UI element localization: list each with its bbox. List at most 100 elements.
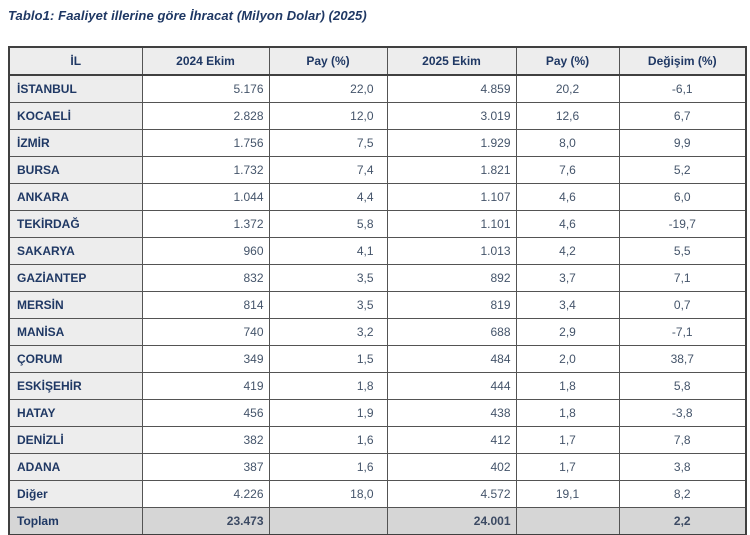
share-2024-cell: 1,6 [268,452,388,481]
province-cell: GAZİANTEP [8,263,143,292]
table-row: MANİSA 740 3,2 688 2,9 -7,1 [8,317,747,346]
value-2025-cell: 4.859 [386,74,517,103]
change-cell: -19,7 [618,209,747,238]
change-cell: 9,9 [618,128,747,157]
table-row: MERSİN 814 3,5 819 3,4 0,7 [8,290,747,319]
export-by-province-table: İL 2024 Ekim Pay (%) 2025 Ekim Pay (%) D… [8,46,747,535]
share-2024-cell: 7,5 [268,128,388,157]
value-2024-cell: 5.176 [141,74,270,103]
change-cell: 38,7 [618,344,747,373]
header-pay-2024: Pay (%) [268,46,388,76]
value-2025-cell: 892 [386,263,517,292]
province-cell: HATAY [8,398,143,427]
value-2024-cell: 23.473 [141,506,270,535]
value-2025-cell: 688 [386,317,517,346]
value-2024-cell: 419 [141,371,270,400]
table-row: Diğer 4.226 18,0 4.572 19,1 8,2 [8,479,747,508]
table-row: ESKİŞEHİR 419 1,8 444 1,8 5,8 [8,371,747,400]
table-row: GAZİANTEP 832 3,5 892 3,7 7,1 [8,263,747,292]
table-row: HATAY 456 1,9 438 1,8 -3,8 [8,398,747,427]
share-2025-cell: 20,2 [515,74,620,103]
province-cell: ÇORUM [8,344,143,373]
value-2025-cell: 1.107 [386,182,517,211]
value-2025-cell: 1.821 [386,155,517,184]
share-2025-cell: 2,9 [515,317,620,346]
province-cell: BURSA [8,155,143,184]
value-2024-cell: 349 [141,344,270,373]
change-cell: 5,8 [618,371,747,400]
share-2025-cell: 2,0 [515,344,620,373]
change-cell: 3,8 [618,452,747,481]
table-row: TEKİRDAĞ 1.372 5,8 1.101 4,6 -19,7 [8,209,747,238]
share-2024-cell: 1,5 [268,344,388,373]
share-2024-cell: 1,9 [268,398,388,427]
change-cell: 2,2 [618,506,747,535]
table-row: ADANA 387 1,6 402 1,7 3,8 [8,452,747,481]
share-2024-cell: 5,8 [268,209,388,238]
share-2024-cell: 1,8 [268,371,388,400]
share-2025-cell: 1,7 [515,425,620,454]
value-2025-cell: 3.019 [386,101,517,130]
share-2025-cell: 1,8 [515,371,620,400]
value-2025-cell: 444 [386,371,517,400]
table-row: KOCAELİ 2.828 12,0 3.019 12,6 6,7 [8,101,747,130]
value-2025-cell: 438 [386,398,517,427]
table-body: İSTANBUL 5.176 22,0 4.859 20,2 -6,1 KOCAELİ 2.8… [8,74,747,535]
value-2024-cell: 2.828 [141,101,270,130]
table-row: SAKARYA 960 4,1 1.013 4,2 5,5 [8,236,747,265]
header-il: İL [8,46,143,76]
value-2024-cell: 832 [141,263,270,292]
province-cell: Toplam [8,506,143,535]
share-2025-cell: 4,2 [515,236,620,265]
share-2024-cell: 22,0 [268,74,388,103]
share-2024-cell: 3,5 [268,263,388,292]
table-row: İZMİR 1.756 7,5 1.929 8,0 9,9 [8,128,747,157]
province-cell: ANKARA [8,182,143,211]
value-2024-cell: 1.756 [141,128,270,157]
change-cell: -3,8 [618,398,747,427]
change-cell: 7,1 [618,263,747,292]
province-cell: İZMİR [8,128,143,157]
share-2024-cell: 4,1 [268,236,388,265]
header-2025-ekim: 2025 Ekim [386,46,517,76]
value-2024-cell: 1.372 [141,209,270,238]
share-2025-cell: 19,1 [515,479,620,508]
table-header: İL 2024 Ekim Pay (%) 2025 Ekim Pay (%) D… [8,46,747,76]
share-2025-cell: 3,4 [515,290,620,319]
value-2025-cell: 24.001 [386,506,517,535]
share-2025-cell: 8,0 [515,128,620,157]
share-2025-cell: 4,6 [515,182,620,211]
change-cell: 5,5 [618,236,747,265]
province-cell: İSTANBUL [8,74,143,103]
change-cell: 5,2 [618,155,747,184]
change-cell: 6,0 [618,182,747,211]
province-cell: TEKİRDAĞ [8,209,143,238]
share-2025-cell: 7,6 [515,155,620,184]
share-2025-cell [515,506,620,535]
value-2025-cell: 4.572 [386,479,517,508]
share-2024-cell [268,506,388,535]
value-2024-cell: 1.732 [141,155,270,184]
header-row: İL 2024 Ekim Pay (%) 2025 Ekim Pay (%) D… [8,46,747,76]
change-cell: 7,8 [618,425,747,454]
value-2024-cell: 387 [141,452,270,481]
share-2024-cell: 12,0 [268,101,388,130]
value-2025-cell: 484 [386,344,517,373]
change-cell: -7,1 [618,317,747,346]
table-row: İSTANBUL 5.176 22,0 4.859 20,2 -6,1 [8,74,747,103]
province-cell: SAKARYA [8,236,143,265]
change-cell: 6,7 [618,101,747,130]
table-row: BURSA 1.732 7,4 1.821 7,6 5,2 [8,155,747,184]
table-title: Tablo1: Faaliyet illerine göre İhracat (… [8,8,367,23]
share-2025-cell: 4,6 [515,209,620,238]
header-degisim: Değişim (%) [618,46,747,76]
header-pay-2025: Pay (%) [515,46,620,76]
share-2025-cell: 12,6 [515,101,620,130]
share-2024-cell: 4,4 [268,182,388,211]
province-cell: DENİZLİ [8,425,143,454]
value-2025-cell: 1.013 [386,236,517,265]
share-2025-cell: 1,7 [515,452,620,481]
share-2024-cell: 1,6 [268,425,388,454]
share-2024-cell: 3,2 [268,317,388,346]
